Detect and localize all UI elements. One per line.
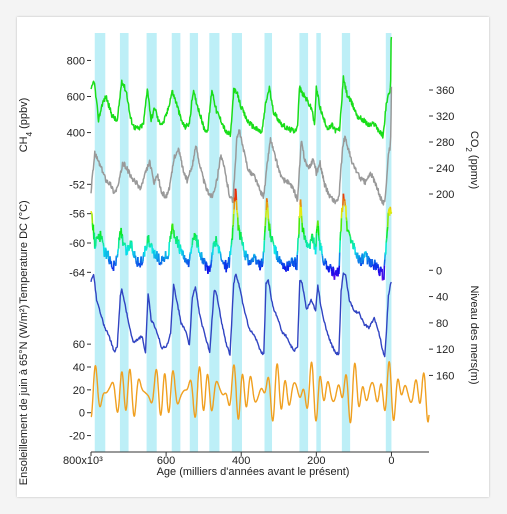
co2-tick-label: 280 bbox=[436, 137, 454, 149]
insolation-axis-label: Ensoleillement de juin à 65°N (W/m²) bbox=[18, 305, 30, 485]
x-axis-label: Age (milliers d'années avant le présent) bbox=[157, 466, 350, 478]
temp-tick-label: -60 bbox=[69, 238, 85, 250]
temperature-segment bbox=[266, 202, 269, 208]
ch4-tick-label: 600 bbox=[67, 92, 85, 104]
ch4-tick-label: 400 bbox=[67, 128, 85, 140]
interglacial-band bbox=[385, 33, 392, 452]
temperature-segment bbox=[386, 213, 389, 227]
temperature-segment bbox=[300, 215, 303, 223]
temperature-segment bbox=[343, 198, 346, 202]
x-tick-label: 800x10³ bbox=[63, 455, 103, 467]
co2-tick-label: 240 bbox=[436, 163, 454, 175]
temperature-segment bbox=[266, 207, 270, 219]
ch4-line bbox=[90, 36, 393, 139]
x-tick-label: 400 bbox=[232, 455, 250, 467]
temperature-segment bbox=[341, 205, 344, 212]
insol-tick-label: 40 bbox=[73, 362, 85, 374]
x-tick-label: 0 bbox=[388, 455, 394, 467]
chart-axes: 800x10³ 600 400 200 0400600800-64-60-56-52-2… bbox=[63, 55, 454, 467]
temperature-segment bbox=[389, 206, 392, 210]
temperature-segment bbox=[265, 198, 269, 203]
chart-labels: CH4 (ppbv) Temperature DC (°C) Ensoleill… bbox=[18, 98, 480, 486]
interglacial-band bbox=[189, 33, 199, 452]
temp-tick-label: -64 bbox=[69, 267, 85, 279]
temp-tick-label: -56 bbox=[69, 209, 85, 221]
x-tick-label: 200 bbox=[307, 455, 325, 467]
interglacial-band bbox=[264, 33, 273, 452]
temperature-segment bbox=[264, 217, 267, 226]
temperature-segment bbox=[300, 206, 303, 216]
temperature-segment bbox=[264, 210, 268, 218]
sea-tick-label: 160 bbox=[436, 370, 454, 382]
interglacial-band bbox=[146, 33, 157, 452]
interglacial-band bbox=[94, 33, 106, 452]
sea-tick-label: 80 bbox=[436, 318, 448, 330]
co2-tick-label: 200 bbox=[436, 189, 454, 201]
ch4-axis-label: CH4 (ppbv) bbox=[18, 98, 34, 153]
x-tick-label: 600 bbox=[157, 455, 175, 467]
interglacial-band bbox=[231, 33, 242, 452]
co2-line bbox=[90, 86, 393, 206]
sea-level-axis-label: Niveau des mers(m) bbox=[468, 285, 480, 384]
sea-level-line bbox=[90, 272, 392, 358]
temperature-segment bbox=[234, 188, 237, 191]
insol-tick-label: -20 bbox=[69, 431, 85, 443]
temperature-segment bbox=[342, 193, 345, 199]
insolation-line bbox=[90, 361, 430, 424]
temperature-segment bbox=[385, 238, 388, 243]
temperature-segment bbox=[385, 231, 388, 239]
interglacial-band bbox=[299, 33, 309, 452]
sea-tick-label: 120 bbox=[436, 344, 454, 356]
insol-tick-label: 20 bbox=[73, 385, 85, 397]
interglacial-band bbox=[316, 33, 321, 452]
temperature-segment bbox=[299, 199, 302, 208]
sea-tick-label: 0 bbox=[436, 265, 442, 277]
temperature-segment bbox=[386, 226, 389, 232]
sea-tick-label: 40 bbox=[436, 292, 448, 304]
interglacial-band bbox=[341, 33, 351, 452]
ch4-tick-label: 800 bbox=[67, 55, 85, 67]
co2-axis-label: CO2 (ppmv) bbox=[465, 131, 481, 189]
insol-tick-label: 0 bbox=[79, 408, 85, 420]
paleoclimate-chart: 800x10³ 600 400 200 0400600800-64-60-56-52-2… bbox=[18, 33, 480, 486]
co2-tick-label: 320 bbox=[436, 111, 454, 123]
chart-series bbox=[90, 36, 430, 424]
insol-tick-label: 60 bbox=[73, 339, 85, 351]
temperature-axis-label: Temperature DC (°C) bbox=[18, 200, 30, 303]
co2-tick-label: 360 bbox=[436, 85, 454, 97]
temp-tick-label: -52 bbox=[69, 179, 85, 191]
figure-frame: 800x10³ 600 400 200 0 400 600 800 -64 -60 -56 -52 -2… bbox=[17, 17, 489, 497]
